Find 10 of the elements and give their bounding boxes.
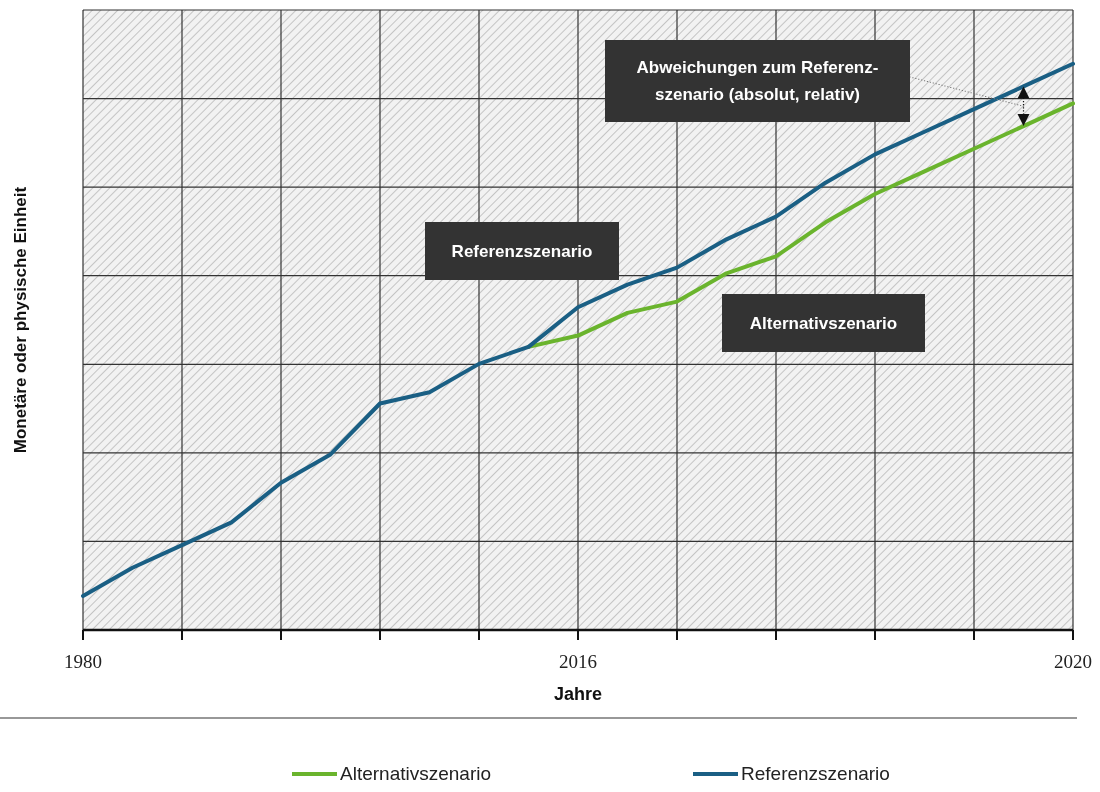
legend-label: Referenzszenario: [741, 763, 890, 784]
annotation: Alternativszenario: [749, 313, 898, 333]
x-tick-label: 2020: [1054, 651, 1092, 672]
legend-label: Alternativszenario: [340, 763, 492, 784]
x-tick-label: 2016: [559, 651, 597, 672]
x-axis-title: Jahre: [553, 684, 603, 704]
x-tick-label: 1980: [64, 651, 102, 672]
annotation: Referenzszenario: [451, 241, 593, 261]
annotation: Abweichungen zum Referenz-szenario (absolut, relativ): [636, 58, 879, 105]
y-axis-title: Monetäre oder physische Einheit: [11, 186, 30, 454]
